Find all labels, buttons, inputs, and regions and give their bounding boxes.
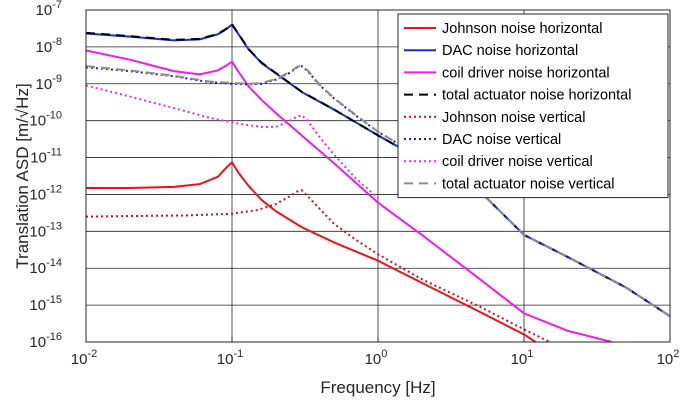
legend-entry: coil driver noise horizontal <box>442 65 610 81</box>
y-tick-label: 10-8 <box>36 36 62 56</box>
y-tick-label: 10-12 <box>29 183 62 203</box>
series-line-8 <box>86 64 670 318</box>
y-axis-ticks: 10-16 10-15 10-14 10-13 10-12 10-11 10-10 10-9 1… <box>29 0 62 351</box>
y-tick-label: 10-9 <box>36 73 62 93</box>
y-tick-label: 10-10 <box>29 110 62 130</box>
series-line-3 <box>86 49 613 342</box>
y-tick-label: 10-11 <box>30 147 62 167</box>
y-axis-label: Translation ASD [m/√Hz] <box>13 83 32 268</box>
legend-entry: Johnson noise horizontal <box>442 21 602 37</box>
legend-entry: total actuator noise horizontal <box>442 88 631 104</box>
legend-entry: coil driver noise vertical <box>442 154 593 170</box>
series-line-1 <box>86 161 537 342</box>
legend: Johnson noise horizontal DAC noise horizo… <box>397 13 669 199</box>
x-tick-label: 100 <box>365 348 388 368</box>
series-line-5 <box>86 189 551 342</box>
legend-entry: total actuator noise vertical <box>442 176 614 192</box>
y-tick-label: 10-14 <box>29 257 62 277</box>
x-axis-ticks: 10-2 10-1 100 101 102 <box>71 337 680 368</box>
y-tick-label: 10-13 <box>29 220 62 240</box>
legend-entry: DAC noise horizontal <box>442 43 578 59</box>
y-tick-label: 10-16 <box>29 331 62 351</box>
y-tick-label: 10-7 <box>36 0 62 19</box>
legend-entry: DAC noise vertical <box>442 132 561 148</box>
series-lines <box>86 23 670 342</box>
legend-box <box>397 13 669 199</box>
legend-entry: Johnson noise vertical <box>442 110 585 126</box>
x-tick-label: 10-1 <box>217 348 243 368</box>
x-tick-label: 102 <box>657 348 680 368</box>
y-tick-label: 10-15 <box>29 294 62 314</box>
x-tick-label: 10-2 <box>71 348 97 368</box>
x-tick-label: 101 <box>511 348 534 368</box>
x-axis-label: Frequency [Hz] <box>320 378 435 397</box>
